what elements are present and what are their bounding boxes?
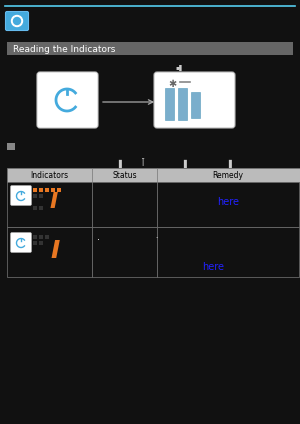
- Text: ▐: ▐: [180, 159, 186, 167]
- FancyBboxPatch shape: [92, 182, 157, 227]
- FancyBboxPatch shape: [5, 11, 28, 31]
- FancyBboxPatch shape: [92, 227, 157, 277]
- FancyBboxPatch shape: [33, 241, 37, 245]
- Text: ·: ·: [97, 235, 100, 245]
- FancyBboxPatch shape: [57, 188, 61, 192]
- FancyBboxPatch shape: [45, 235, 49, 239]
- Text: Reading the Indicators: Reading the Indicators: [13, 45, 116, 54]
- Text: I: I: [50, 239, 59, 263]
- Text: ▐: ▐: [115, 159, 121, 167]
- Text: ▪▌: ▪▌: [175, 65, 184, 71]
- Text: I: I: [50, 192, 58, 212]
- Text: here: here: [217, 197, 239, 207]
- Text: Status: Status: [112, 171, 137, 180]
- Text: Indicators: Indicators: [30, 171, 69, 180]
- FancyBboxPatch shape: [37, 72, 98, 128]
- FancyBboxPatch shape: [33, 235, 37, 239]
- Text: here: here: [202, 262, 224, 272]
- FancyBboxPatch shape: [39, 188, 43, 192]
- FancyBboxPatch shape: [51, 188, 55, 192]
- FancyBboxPatch shape: [7, 42, 293, 55]
- Text: Ī: Ī: [142, 159, 144, 167]
- Circle shape: [11, 16, 22, 26]
- Circle shape: [14, 17, 20, 25]
- Text: ▐: ▐: [225, 159, 231, 167]
- FancyBboxPatch shape: [39, 241, 43, 245]
- FancyBboxPatch shape: [7, 182, 92, 227]
- FancyBboxPatch shape: [11, 232, 32, 253]
- FancyBboxPatch shape: [33, 188, 37, 192]
- FancyBboxPatch shape: [7, 227, 92, 277]
- Text: Remedy: Remedy: [212, 171, 244, 180]
- FancyBboxPatch shape: [39, 206, 43, 210]
- FancyBboxPatch shape: [7, 143, 15, 150]
- FancyBboxPatch shape: [11, 186, 32, 206]
- FancyBboxPatch shape: [7, 168, 300, 182]
- FancyBboxPatch shape: [45, 188, 49, 192]
- FancyBboxPatch shape: [39, 235, 43, 239]
- FancyBboxPatch shape: [33, 206, 37, 210]
- FancyBboxPatch shape: [33, 194, 37, 198]
- Text: ·: ·: [155, 235, 157, 241]
- FancyBboxPatch shape: [191, 92, 200, 118]
- Text: ✱: ✱: [168, 79, 176, 89]
- FancyBboxPatch shape: [39, 194, 43, 198]
- FancyBboxPatch shape: [157, 227, 299, 277]
- FancyBboxPatch shape: [165, 88, 174, 120]
- FancyBboxPatch shape: [157, 182, 299, 227]
- FancyBboxPatch shape: [178, 88, 187, 120]
- FancyBboxPatch shape: [154, 72, 235, 128]
